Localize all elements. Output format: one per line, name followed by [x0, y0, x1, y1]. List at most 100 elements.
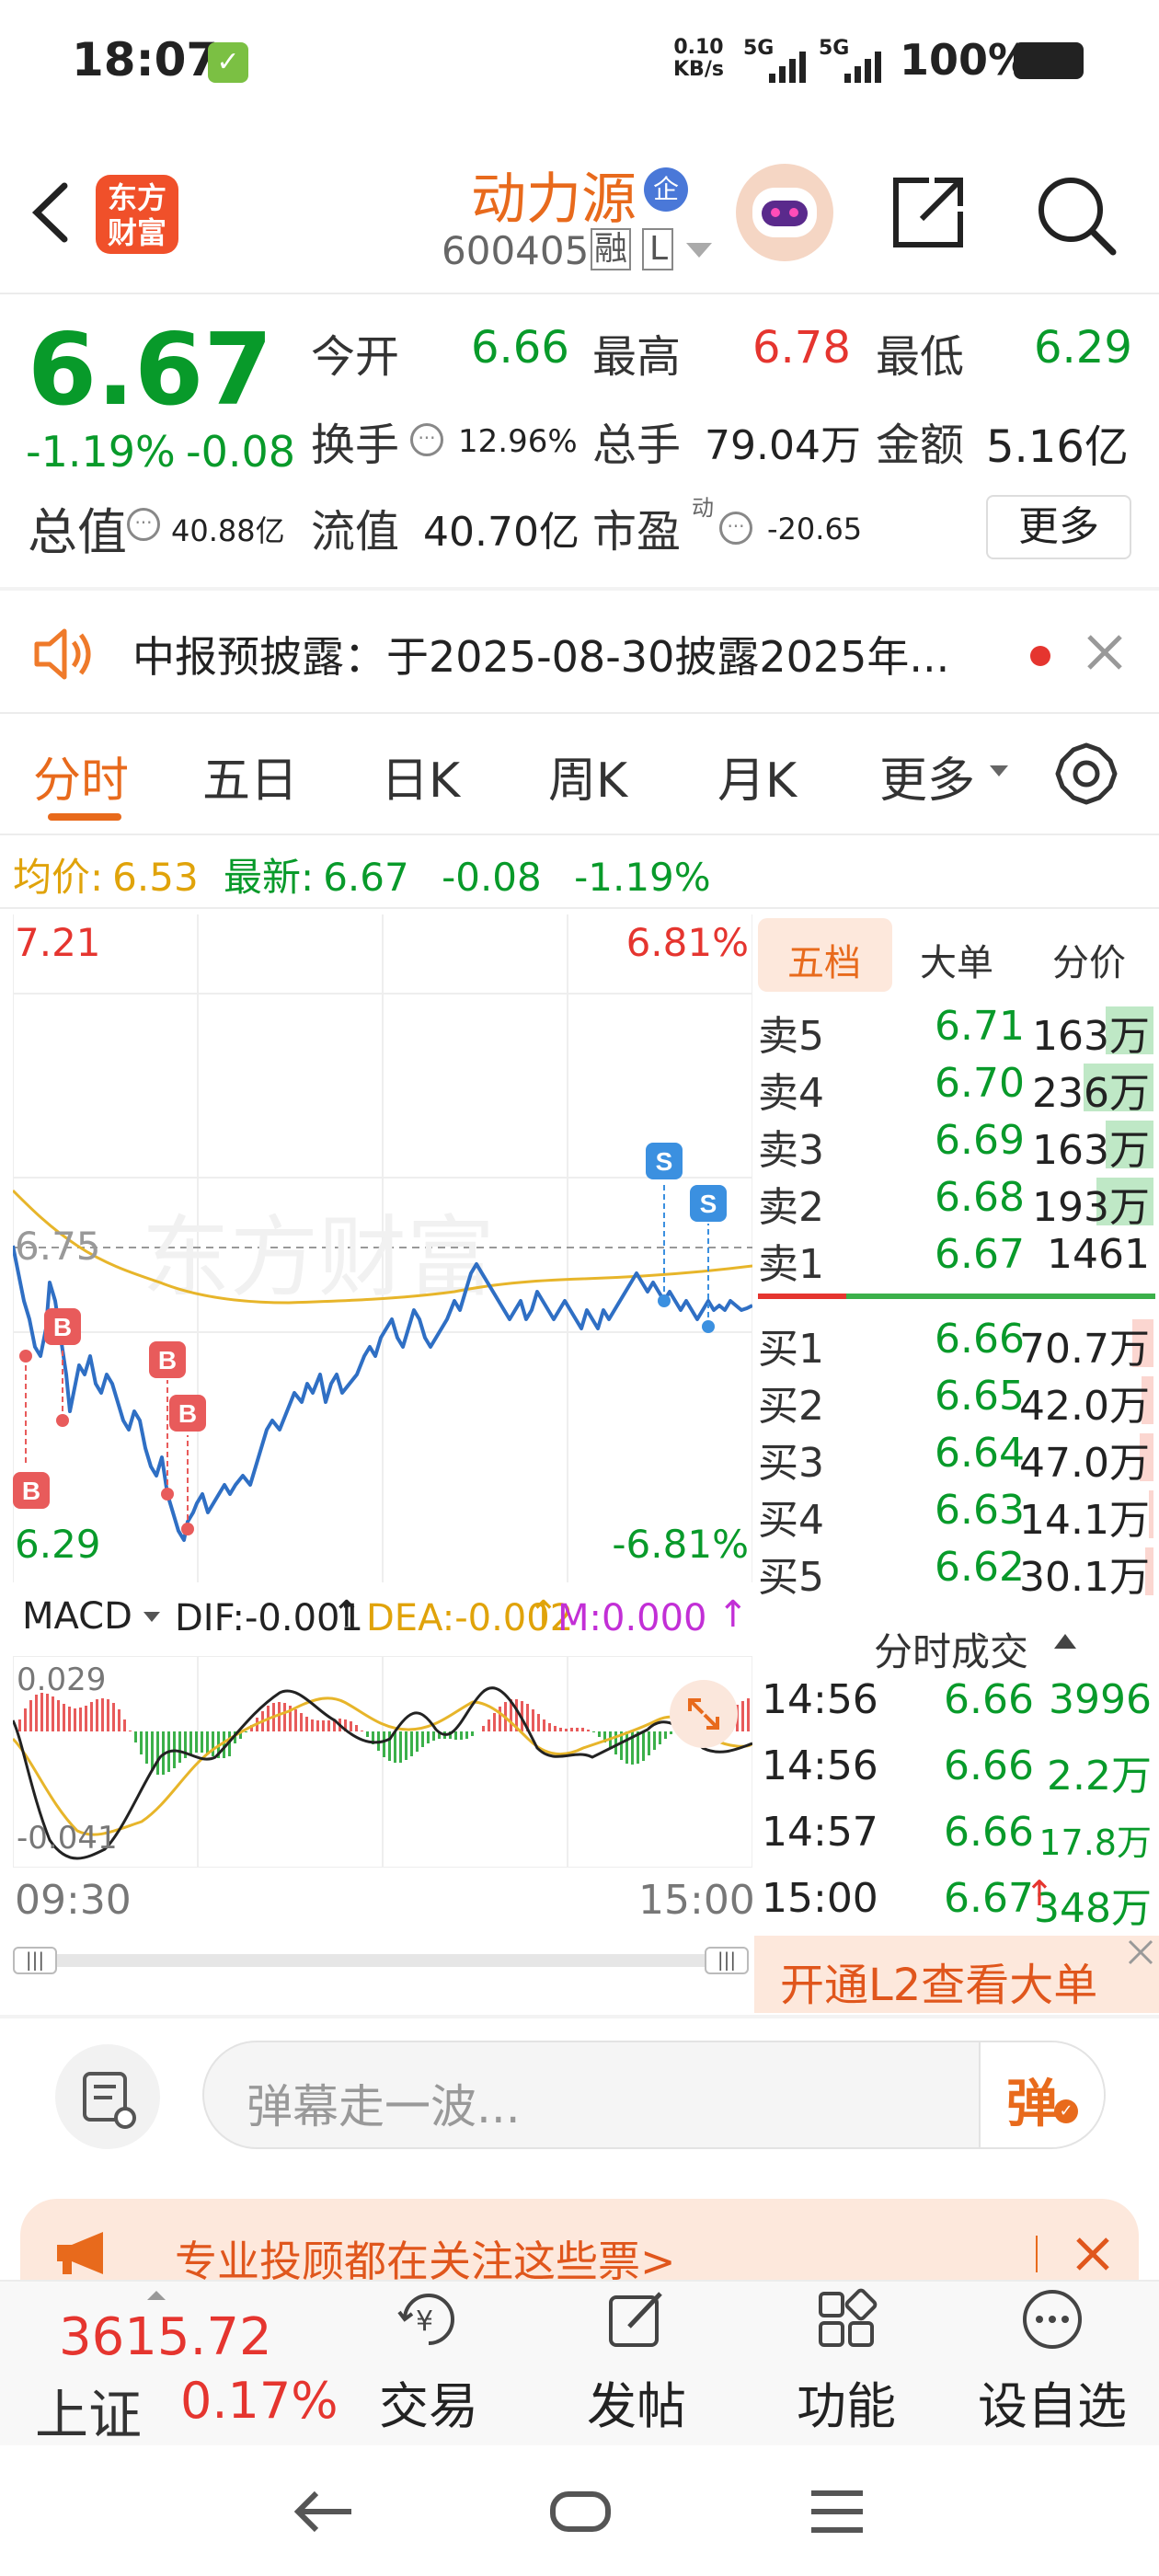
macd-bar: [344, 1719, 347, 1731]
buy-marker: B: [22, 1477, 40, 1505]
macd-bar: [565, 1729, 568, 1731]
quote-panel: 6.67 -1.19% -0.08 总值 ··· 40.88亿 今开 6.66 …: [0, 294, 1159, 587]
tab-intraday[interactable]: 分时: [33, 753, 130, 809]
danmaku-send-button[interactable]: 弹 ✓: [979, 2042, 1104, 2147]
trade-volume: 17.8万: [1039, 1823, 1152, 1863]
battery-icon: [1014, 42, 1084, 79]
close-icon[interactable]: [1074, 2236, 1111, 2272]
trade-time: 15:00: [762, 1875, 878, 1922]
more-button[interactable]: 更多: [986, 495, 1131, 559]
buy-marker: B: [178, 1399, 197, 1428]
macd-bar: [510, 1699, 512, 1731]
level-label: 卖4: [758, 1070, 824, 1117]
intraday-chart[interactable]: 东方财富 B B B B: [13, 914, 752, 1582]
macd-selector[interactable]: MACD: [22, 1595, 132, 1638]
nav-add-watchlist[interactable]: 设自选: [970, 2286, 1135, 2438]
tab-price-dist[interactable]: 分价: [1052, 942, 1126, 984]
stock-title[interactable]: 动力源 企 600405 融 L: [442, 155, 712, 283]
macd-bar: [101, 1698, 104, 1731]
macd-bar: [90, 1702, 93, 1731]
macd-bar: [388, 1731, 391, 1761]
system-back-icon[interactable]: [293, 2484, 353, 2539]
info-icon[interactable]: ···: [410, 423, 443, 456]
index-ticker[interactable]: 3615.72 上证 0.17%: [31, 2291, 339, 2446]
close-icon[interactable]: [1124, 1936, 1157, 1969]
nav-functions[interactable]: 功能: [763, 2286, 929, 2438]
macd-bar: [488, 1719, 490, 1731]
settings-icon[interactable]: [1054, 742, 1119, 806]
chevron-down-icon[interactable]: [990, 765, 1008, 776]
trades-header[interactable]: 分时成交: [758, 1616, 1153, 1676]
edit-icon: [603, 2286, 670, 2352]
nav-post[interactable]: 发帖: [554, 2286, 719, 2438]
macd-bar: [421, 1731, 424, 1747]
back-icon[interactable]: [28, 180, 74, 245]
trade-time: 14:56: [762, 1742, 878, 1789]
macd-bar: [223, 1731, 225, 1758]
macd-bar: [123, 1719, 126, 1731]
macd-m: M:0.000: [557, 1597, 707, 1639]
macd-bar: [46, 1694, 49, 1731]
info-icon[interactable]: ···: [127, 508, 160, 541]
system-home-icon[interactable]: [550, 2491, 611, 2532]
notice-bar[interactable]: 中报预披露：于2025-08-30披露2025年...: [0, 591, 1159, 714]
volume-value: 79.04万: [705, 422, 861, 469]
share-icon[interactable]: [887, 171, 970, 254]
tab-five-levels[interactable]: [758, 918, 892, 992]
info-icon[interactable]: ···: [719, 512, 752, 545]
macd-bar: [189, 1731, 192, 1754]
comment-list-icon[interactable]: [55, 2044, 160, 2149]
pct-axis-max: 6.81%: [625, 920, 749, 965]
macd-bar: [559, 1728, 562, 1731]
macd-bar: [548, 1723, 551, 1731]
system-menu-icon[interactable]: [809, 2488, 865, 2536]
macd-bar: [465, 1731, 468, 1739]
level-volume: 163万: [1032, 1013, 1150, 1060]
change-amount: -0.08: [186, 427, 296, 477]
macd-bar: [184, 1731, 187, 1758]
tab-underline: [48, 813, 121, 821]
time-range-scrollbar[interactable]: ||| |||: [13, 1947, 749, 1974]
volume-bar: [1132, 1319, 1153, 1367]
tab-large-orders[interactable]: 大单: [920, 942, 993, 984]
comment-input[interactable]: 弹幕走一波... 弹 ✓: [202, 2041, 1106, 2149]
assistant-robot-icon[interactable]: [736, 164, 833, 261]
macd-bar: [493, 1713, 496, 1731]
nav-trade[interactable]: ¥ 交易: [346, 2286, 511, 2438]
float-cap-label: 流值: [311, 506, 400, 558]
close-icon[interactable]: [1085, 633, 1124, 672]
scroll-handle-left[interactable]: |||: [13, 1947, 57, 1974]
macd-bar: [35, 1695, 38, 1731]
battery-percent: 100%: [900, 35, 1031, 85]
app-logo[interactable]: 东方 财富: [96, 175, 178, 254]
chevron-down-icon[interactable]: [686, 243, 712, 258]
search-icon[interactable]: [1032, 171, 1120, 259]
level-label: 买5: [758, 1554, 824, 1601]
level-label: 卖2: [758, 1184, 824, 1231]
tab-weekly-k[interactable]: 周K: [548, 753, 628, 809]
macd-bar: [278, 1702, 281, 1731]
tab-monthly-k[interactable]: 月K: [717, 753, 798, 809]
expand-icon[interactable]: [670, 1680, 738, 1748]
macd-bar: [543, 1719, 545, 1731]
macd-bar: [234, 1731, 236, 1743]
macd-bar: [383, 1731, 385, 1757]
grid-icon: [813, 2286, 879, 2352]
chevron-down-icon[interactable]: [143, 1612, 160, 1622]
tab-five-day[interactable]: 五日: [202, 753, 299, 809]
l2-upgrade-banner[interactable]: 开通L2查看大单: [754, 1936, 1159, 2013]
macd-chart[interactable]: 0.029 -0.041: [11, 1655, 754, 1869]
trade-volume: 348万: [1034, 1885, 1152, 1932]
macd-bar: [322, 1720, 325, 1731]
system-nav-bar: [0, 2445, 1159, 2576]
level-volume: 193万: [1032, 1184, 1150, 1231]
macd-bar: [438, 1731, 441, 1739]
macd-header: MACD DIF:-0.001 ↑ DEA:-0.002 ↑ M:0.000 ↑: [13, 1584, 752, 1649]
bid-level: 买4 6.63 14.1万: [758, 1487, 1153, 1544]
last-price: 6.67: [28, 313, 273, 428]
scroll-handle-right[interactable]: |||: [705, 1947, 749, 1974]
level-label: 卖1: [758, 1241, 824, 1288]
tab-daily-k[interactable]: 日K: [381, 753, 461, 809]
macd-bar: [537, 1714, 540, 1731]
tab-more[interactable]: 更多: [879, 753, 976, 809]
